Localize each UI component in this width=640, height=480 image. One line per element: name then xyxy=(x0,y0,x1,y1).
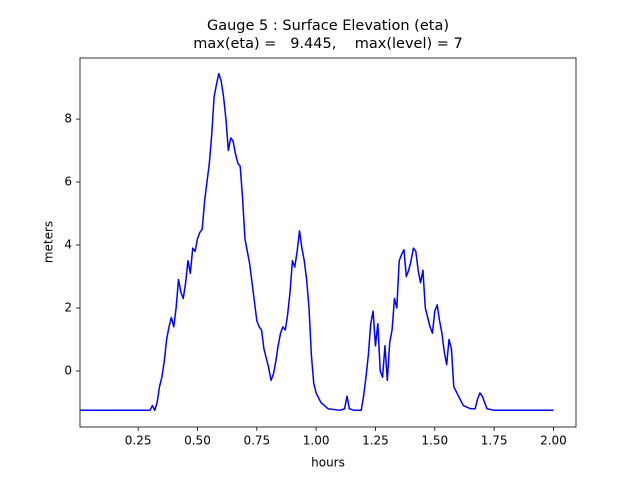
x-tick-label: 1.50 xyxy=(421,434,448,448)
x-tick-label: 1.25 xyxy=(362,434,389,448)
x-tick-label: 0.50 xyxy=(184,434,211,448)
y-tick-label: 0 xyxy=(64,363,72,377)
x-tick-label: 1.00 xyxy=(303,434,330,448)
y-axis-label: meters xyxy=(42,221,56,263)
x-tick-label: 1.75 xyxy=(481,434,508,448)
x-tick-label: 0.75 xyxy=(243,434,270,448)
y-tick-label: 6 xyxy=(64,175,72,189)
x-tick-label: 0.25 xyxy=(125,434,152,448)
plot-frame xyxy=(79,57,577,428)
y-tick-label: 2 xyxy=(64,300,72,314)
y-tick-label: 4 xyxy=(64,238,72,252)
y-tick-label: 8 xyxy=(64,112,72,126)
line xyxy=(80,72,554,412)
x-axis-label: hours xyxy=(311,456,345,470)
chart-title: Gauge 5 : Surface Elevation (eta) xyxy=(207,18,449,34)
x-tick-label: 2.00 xyxy=(540,434,567,448)
chart-subtitle: max(eta) = 9.445, max(level) = 7 xyxy=(193,36,463,52)
